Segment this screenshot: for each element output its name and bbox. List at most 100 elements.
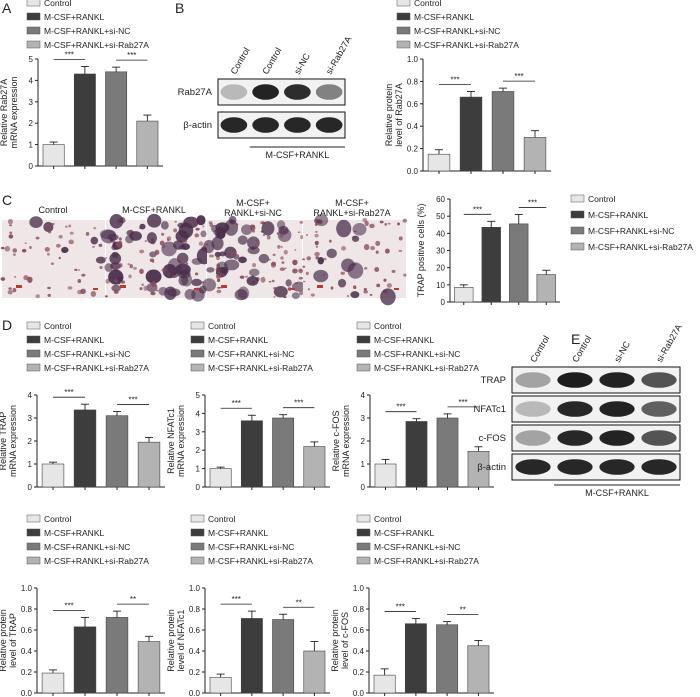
y-tick-label: 30 [436, 247, 445, 256]
cell [315, 245, 318, 248]
cell [51, 262, 54, 265]
cell [58, 256, 61, 260]
cell [347, 262, 364, 279]
cell [55, 243, 61, 248]
legend-label-3: M-CSF+RANKL+si-Rab27A [208, 363, 313, 373]
cell [99, 266, 103, 270]
legend-label-0: Control [44, 321, 72, 331]
legend-swatch-2 [356, 349, 371, 358]
bar-3 [536, 274, 556, 303]
blot-band [220, 117, 248, 133]
cell [139, 287, 143, 291]
cell [13, 253, 16, 256]
cell [29, 216, 43, 229]
cell [297, 231, 301, 234]
cell [402, 218, 408, 223]
cell [302, 258, 305, 261]
bar-3 [137, 641, 161, 694]
cell [351, 235, 360, 242]
cell [198, 241, 204, 246]
cell [160, 221, 169, 230]
cell [23, 275, 29, 281]
cell [151, 260, 155, 263]
legend-swatch-1 [26, 335, 41, 344]
micrograph-label-0: Control [38, 205, 67, 215]
cell [178, 244, 186, 250]
y-tick-label: 0.0 [353, 689, 365, 697]
cell [369, 223, 375, 229]
legend-label-3: M-CSF+RANKL+si-Rab27A [588, 242, 693, 252]
cell [272, 253, 276, 257]
y-tick-label: 50 [436, 212, 445, 221]
significance-label-0: *** [473, 205, 482, 214]
cell [216, 289, 222, 294]
bar-0 [427, 153, 451, 172]
cell [277, 245, 281, 249]
blot-lane-label-3: si-Rab27A [654, 323, 684, 364]
legend-swatch-2 [570, 226, 585, 235]
bar-0 [374, 463, 397, 488]
micrograph-label-line: M-CSF+ [335, 198, 369, 208]
cell [379, 220, 384, 224]
cell [284, 267, 287, 270]
y-axis-label-line: TRAP positive cells (%) [416, 204, 426, 298]
significance-label-0: *** [396, 602, 405, 611]
cell [7, 218, 13, 225]
y-axis-label: TRAP positive cells (%) [416, 204, 426, 298]
cell [161, 244, 167, 249]
blot-group-label: M-CSF+RANKL [585, 488, 649, 498]
blot-band [599, 430, 635, 446]
chart-d4: 0.0 0.2 0.4 0.6 0.8 1.0 Relative proteinlevel … [0, 584, 165, 697]
y-tick-label: 1.0 [21, 584, 33, 593]
cell [104, 263, 114, 272]
blot-strip-0 [217, 78, 346, 106]
cell [255, 239, 259, 242]
bar-2 [272, 417, 295, 488]
blot-lane-label-0: Control [229, 46, 252, 76]
legend-label-2: M-CSF+RANKL+si-NC [374, 349, 460, 359]
micrograph-1 [99, 213, 212, 302]
significance-label-1: *** [128, 396, 137, 405]
chart-d3: 0 1 2 3 4 Relative c-FOSmRNA expression *** *** [331, 391, 494, 492]
significance-label-0: *** [65, 50, 74, 59]
cell [139, 223, 146, 230]
bar-1 [405, 421, 428, 488]
bar-3 [523, 137, 547, 172]
blot-band [599, 459, 635, 475]
blot-band [252, 84, 279, 100]
blot-band [252, 117, 279, 133]
micrograph-label-1: M-CSF+RANKL [122, 205, 186, 215]
cell [337, 278, 347, 288]
y-tick-label: 4 [28, 391, 33, 400]
bar-2 [491, 91, 515, 172]
cell [228, 215, 237, 225]
micrograph-label-2: M-CSF+ RANKL+si-NC [224, 198, 282, 218]
cell [191, 278, 202, 287]
cell [291, 281, 307, 292]
legend-swatch-1 [26, 12, 41, 21]
cell [346, 294, 350, 298]
legend-label-0: Control [44, 514, 72, 524]
micrograph-3 [302, 214, 408, 306]
cell [151, 280, 157, 287]
cell [183, 216, 199, 229]
cell [150, 291, 154, 294]
cell [398, 249, 403, 253]
legend-swatch-1 [26, 528, 41, 537]
cell [85, 231, 90, 236]
cell [302, 280, 306, 283]
blot-band [220, 84, 248, 100]
cell [294, 282, 298, 285]
y-tick-label: 0.6 [21, 626, 33, 635]
y-axis-label-line: Relative protein [330, 609, 340, 672]
legend-c: Control M-CSF+RANKL M-CSF+RANKL+si-NC M-CSF… [570, 194, 693, 252]
bar-1 [481, 227, 501, 303]
significance-label-0: *** [64, 601, 73, 610]
y-tick-label: 3 [196, 428, 201, 437]
blot-band [599, 372, 635, 388]
bar-1 [73, 409, 97, 488]
cell [172, 274, 176, 278]
blot-row-label-1: NFATc1 [473, 404, 506, 415]
cell [47, 293, 51, 298]
